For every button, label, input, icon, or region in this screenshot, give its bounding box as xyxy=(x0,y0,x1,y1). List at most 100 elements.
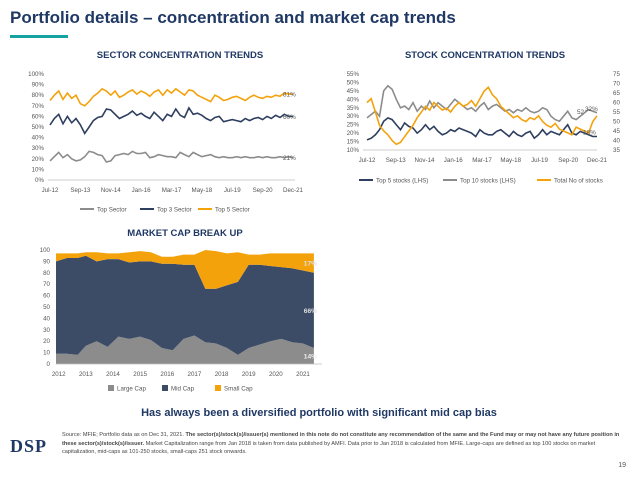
y-left-tick-label: 20% xyxy=(347,130,360,137)
legend-swatch xyxy=(108,385,114,391)
y-right-tick-label: 35 xyxy=(613,147,620,154)
x-tick-label: Mar-17 xyxy=(472,157,492,164)
y-tick-label: 40% xyxy=(32,135,45,142)
end-label: 52 xyxy=(577,109,585,116)
y-left-tick-label: 50% xyxy=(347,79,360,86)
legend-swatch xyxy=(215,385,221,391)
y-left-tick-label: 25% xyxy=(347,122,360,129)
x-tick-label: 2019 xyxy=(242,371,256,378)
y-tick-label: 80 xyxy=(43,270,50,277)
x-tick-label: Jul-19 xyxy=(224,187,241,194)
y-right-tick-label: 55 xyxy=(613,109,620,116)
x-tick-label: Jul-12 xyxy=(42,187,59,194)
end-label: 32% xyxy=(585,106,598,113)
x-tick-label: 2014 xyxy=(106,371,120,378)
x-tick-label: 2017 xyxy=(188,371,202,378)
title-underline xyxy=(10,35,68,38)
y-tick-label: 60 xyxy=(43,293,50,300)
legend-label: Top 5 Sector xyxy=(215,206,250,213)
y-right-tick-label: 70 xyxy=(613,81,620,88)
y-right-tick-label: 75 xyxy=(613,71,620,78)
series-line-3 xyxy=(49,87,293,107)
y-tick-label: 70% xyxy=(32,103,45,110)
legend-label: Large Cap xyxy=(117,385,146,392)
area-3 xyxy=(56,250,314,289)
dsp-logo: DSP xyxy=(10,436,48,456)
y-left-tick-label: 55% xyxy=(347,71,360,78)
area-2 xyxy=(56,255,314,355)
x-tick-label: 2021 xyxy=(296,371,310,378)
legend-label: Top Sector xyxy=(97,206,127,213)
y-left-tick-label: 35% xyxy=(347,105,360,112)
tagline: Has always been a diversified portfolio … xyxy=(141,407,497,419)
y-right-tick-label: 65 xyxy=(613,90,620,97)
legend-label: Total No of stocks xyxy=(554,177,603,184)
end-label: 17% xyxy=(304,261,317,268)
end-label: 60% xyxy=(283,114,296,121)
y-tick-label: 100 xyxy=(40,247,51,254)
y-tick-label: 90% xyxy=(32,82,45,89)
y-tick-label: 20 xyxy=(43,338,50,345)
y-tick-label: 100% xyxy=(28,71,44,78)
legend-label: Small Cap xyxy=(224,385,253,392)
x-tick-label: Jan-16 xyxy=(444,157,463,164)
series-line-1 xyxy=(49,150,294,163)
sector-chart-title: SECTOR CONCENTRATION TRENDS xyxy=(96,50,264,61)
x-tick-label: Sep-13 xyxy=(386,157,407,164)
x-tick-label: 2016 xyxy=(160,371,174,378)
stock-chart-title: STOCK CONCENTRATION TRENDS xyxy=(404,50,566,61)
x-tick-label: Jul-12 xyxy=(359,157,376,164)
x-tick-label: 2012 xyxy=(52,371,66,378)
y-tick-label: 70 xyxy=(43,281,50,288)
end-label: 14% xyxy=(304,354,317,361)
series-line-1 xyxy=(366,116,597,141)
x-tick-label: Mar-17 xyxy=(162,187,182,194)
sector-concentration-chart: 0% 10% 20% 30% 40% 50% 60% 70% 80% 90% 100% Jul-12 S… xyxy=(28,71,304,213)
series-line-2 xyxy=(49,106,293,135)
y-tick-label: 10 xyxy=(43,350,50,357)
x-tick-label: 2015 xyxy=(133,371,147,378)
x-tick-label: 2020 xyxy=(269,371,283,378)
x-tick-label: Sep-13 xyxy=(70,187,91,194)
x-tick-label: Jul-19 xyxy=(531,157,548,164)
x-tick-label: Sep-20 xyxy=(558,157,579,164)
y-right-tick-label: 50 xyxy=(613,119,620,126)
end-label: 21% xyxy=(283,155,296,162)
y-tick-label: 90 xyxy=(43,258,50,265)
y-right-tick-label: 40 xyxy=(613,138,620,145)
market-cap-chart: 0 10 20 30 40 50 60 70 80 90 100 2012 2013 2014 2015 20… xyxy=(40,247,322,392)
x-tick-label: Sep-20 xyxy=(253,187,274,194)
x-tick-label: May-18 xyxy=(192,187,213,194)
y-tick-label: 60% xyxy=(32,113,45,120)
stock-concentration-chart: 10%15% 20%25% 30%35% 40%45% 50%55% 35 40 45 50 55… xyxy=(347,71,621,184)
page-title: Portfolio details – concentration and ma… xyxy=(10,8,456,27)
legend-label: Mid Cap xyxy=(171,385,195,392)
x-tick-label: 2018 xyxy=(215,371,229,378)
y-tick-label: 0% xyxy=(35,177,44,184)
y-tick-label: 40 xyxy=(43,315,50,322)
series-line-2 xyxy=(366,84,598,123)
end-label: 81% xyxy=(283,92,296,99)
y-left-tick-label: 10% xyxy=(347,147,360,154)
y-tick-label: 20% xyxy=(32,156,45,163)
y-tick-label: 50 xyxy=(43,304,50,311)
y-tick-label: 30% xyxy=(32,145,45,152)
x-tick-label: Dec-21 xyxy=(587,157,608,164)
y-tick-label: 50% xyxy=(32,124,45,131)
y-tick-label: 30 xyxy=(43,327,50,334)
legend-swatch xyxy=(162,385,168,391)
x-tick-label: Dec-21 xyxy=(283,187,304,194)
market-cap-chart-title: MARKET CAP BREAK UP xyxy=(127,228,243,239)
legend-label: Top 3 Sector xyxy=(157,206,192,213)
area-1 xyxy=(56,335,314,364)
y-left-tick-label: 40% xyxy=(347,96,360,103)
end-label: 66% xyxy=(304,308,317,315)
y-tick-label: 80% xyxy=(32,92,45,99)
x-tick-label: Nov-14 xyxy=(415,157,436,164)
y-right-tick-label: 60 xyxy=(613,100,620,107)
y-left-tick-label: 15% xyxy=(347,139,360,146)
x-tick-label: 2013 xyxy=(79,371,93,378)
y-tick-label: 10% xyxy=(32,166,45,173)
series-line-3 xyxy=(366,86,598,146)
x-tick-label: May-18 xyxy=(500,157,521,164)
